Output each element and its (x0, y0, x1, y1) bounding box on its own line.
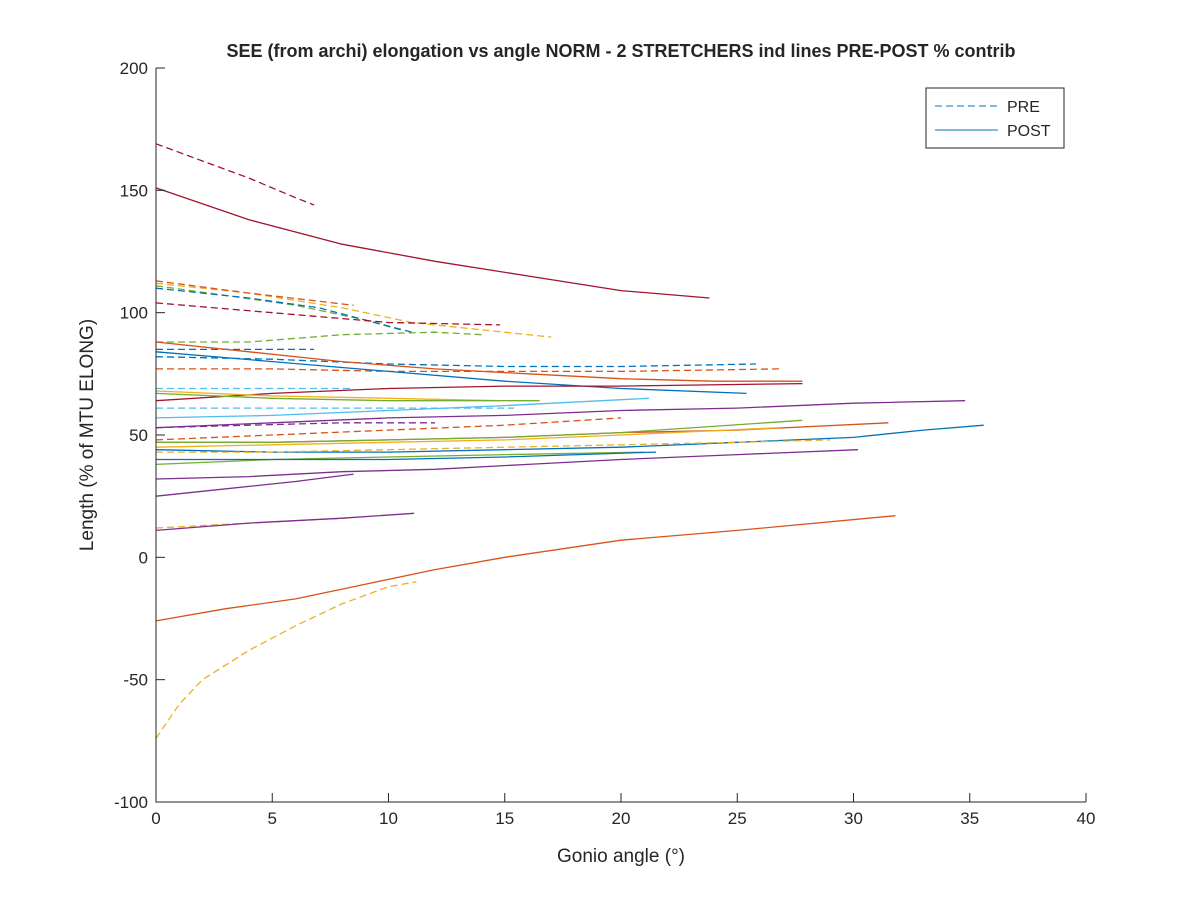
post-series-line-25 (155, 424, 984, 453)
x-tick-label: 10 (379, 809, 398, 828)
post-series-line-30 (155, 473, 354, 497)
pre-series-line-9 (155, 356, 756, 368)
legend-box (925, 87, 1065, 149)
pre-series-line-6 (155, 302, 501, 326)
x-tick-label: 0 (151, 809, 160, 828)
post-series-line-27 (155, 451, 645, 466)
x-axis-ticks: 0 5 10 15 20 25 30 35 40 (151, 793, 1095, 828)
post-series-line-23 (156, 419, 803, 443)
post-series-line-1 (155, 187, 710, 299)
x-tick-label: 20 (612, 809, 631, 828)
pre-series-line-21 (155, 417, 622, 441)
pre-series-line-7 (156, 331, 482, 343)
y-tick-label: -50 (123, 671, 148, 690)
y-tick-label: 0 (139, 548, 148, 567)
y-tick-label: -100 (114, 793, 148, 812)
pre-series-line-10 (156, 368, 780, 373)
x-axis-label: Gonio angle (°) (557, 846, 685, 867)
legend-label-post: POST (1007, 123, 1051, 140)
x-tick-label: 35 (960, 809, 979, 828)
series-layer (155, 143, 984, 739)
y-tick-label: 200 (120, 59, 148, 78)
pre-series-line-34 (155, 581, 417, 739)
y-tick-label: 150 (120, 181, 148, 200)
pre-series-line-5 (155, 280, 354, 306)
post-series-line-17 (155, 397, 649, 419)
post-series-line-15 (155, 390, 501, 402)
pre-series-line-0 (155, 143, 315, 206)
legend-label-pre: PRE (1007, 99, 1040, 116)
post-series-line-24 (155, 427, 780, 448)
post-series-line-33 (155, 515, 896, 622)
post-series-line-16 (155, 392, 540, 402)
x-tick-label: 30 (844, 809, 863, 828)
post-series-line-32 (155, 512, 415, 532)
chart-title: SEE (from archi) elongation vs angle NOR… (226, 41, 1015, 61)
y-tick-label: 50 (129, 426, 148, 445)
pre-series-line-26 (156, 439, 831, 453)
x-tick-label: 40 (1077, 809, 1096, 828)
post-series-line-19 (155, 400, 966, 429)
pre-series-line-20 (155, 422, 435, 429)
post-series-line-28 (156, 451, 656, 461)
post-series-line-11 (155, 341, 803, 382)
y-axis-ticks: -100 -50 0 50 100 150 200 (114, 59, 165, 812)
x-tick-label: 5 (268, 809, 277, 828)
post-series-line-29 (155, 449, 859, 480)
legend: PRE POST (925, 87, 1065, 149)
x-tick-label: 15 (495, 809, 514, 828)
post-series-line-12 (155, 351, 747, 395)
plot-area: 0 5 10 15 20 25 30 35 40 -100 -50 0 50 100 150 200 (114, 59, 1095, 828)
y-axis-label: Length (% of MTU ELONG) (77, 319, 98, 551)
y-tick-label: 100 (120, 304, 148, 323)
x-tick-label: 25 (728, 809, 747, 828)
